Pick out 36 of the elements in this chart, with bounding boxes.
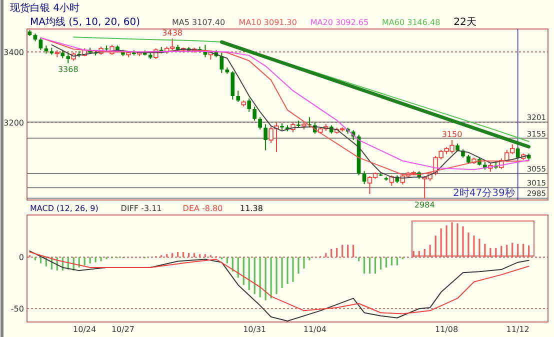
candlestick bbox=[264, 124, 268, 151]
legend-title: MA均线 (5, 10, 20, 60) bbox=[30, 16, 140, 28]
y-tick-label: 0 bbox=[18, 253, 24, 262]
candlestick bbox=[230, 70, 235, 100]
candlestick bbox=[247, 98, 252, 112]
candlestick bbox=[258, 116, 262, 130]
candlestick bbox=[38, 37, 43, 51]
candlestick bbox=[362, 170, 366, 185]
x-tick-label: 10/24 bbox=[73, 325, 96, 334]
text: MA5 3107.40 bbox=[172, 18, 226, 27]
x-tick-label: 10/31 bbox=[243, 325, 266, 334]
text: MA20 3092.65 bbox=[310, 18, 369, 27]
annotation: 3368 bbox=[58, 65, 78, 74]
candlestick bbox=[466, 154, 470, 165]
y-tick-label: 3400 bbox=[4, 48, 24, 57]
y-tick-label: 3200 bbox=[4, 118, 24, 128]
x-tick-label: 11/08 bbox=[435, 325, 458, 334]
text: DIFF -3.11 bbox=[120, 204, 162, 213]
text: DEA -8.80 bbox=[182, 204, 223, 213]
text: 11.38 bbox=[240, 204, 263, 213]
candlestick bbox=[252, 106, 257, 122]
candlestick bbox=[236, 90, 240, 102]
chart-title: 现货白银 4小时 bbox=[10, 2, 80, 14]
x-tick-label: 11/12 bbox=[506, 325, 530, 334]
legend-title: MACD (12, 26, 9) bbox=[30, 204, 98, 213]
text: 22天 bbox=[454, 17, 476, 28]
annotation: 3438 bbox=[162, 28, 183, 38]
candlestick bbox=[66, 53, 70, 64]
x-tick-label: 10/27 bbox=[111, 325, 135, 334]
text: MA60 3146.48 bbox=[382, 18, 440, 27]
annotation: 3150 bbox=[442, 130, 462, 140]
x-tick-label: 11/04 bbox=[303, 325, 326, 334]
y-tick-label: -50 bbox=[10, 304, 24, 314]
text: MA10 3091.30 bbox=[238, 18, 297, 27]
annotation: 2984 bbox=[414, 200, 435, 210]
ref-line-label: 2时47分39秒 bbox=[453, 187, 515, 199]
